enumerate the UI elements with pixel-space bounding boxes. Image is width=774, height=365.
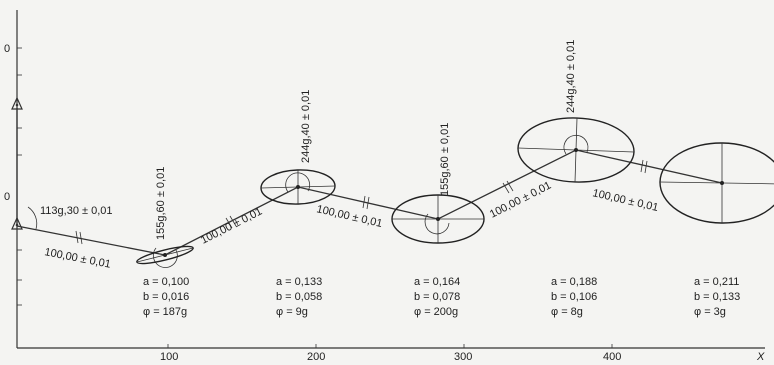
ellipse-stats-3: a = 0,164 b = 0,078 φ = 200g (414, 276, 460, 318)
ellipse-3-a: a = 0,164 (414, 276, 460, 288)
ellipse-4-phi: φ = 8g (551, 306, 583, 318)
ellipse-2-phi: φ = 9g (276, 306, 308, 318)
angle-arc-1 (27, 206, 38, 230)
ellipse-3 (391, 194, 485, 244)
distance-label-4: 100,00 ± 0,01 (488, 179, 553, 220)
ellipse-5-a: a = 0,211 (694, 276, 739, 288)
distance-label-3: 100,00 ± 0,01 (315, 203, 383, 230)
ellipse-stats-1: a = 0,100 b = 0,016 φ = 187g (143, 276, 189, 318)
ellipse-4-a: a = 0,188 (551, 276, 597, 288)
angle-arc-3 (285, 172, 311, 193)
ellipse-1-a: a = 0,100 (143, 276, 189, 288)
control-point-triangle-lower (11, 216, 23, 230)
ellipse-stats-2: a = 0,133 b = 0,058 φ = 9g (276, 276, 322, 318)
ellipse-1-phi: φ = 187g (143, 306, 187, 318)
angle-label-2: 155g,60 ± 0,01 (155, 167, 167, 240)
ellipse-2-a: a = 0,133 (276, 276, 322, 288)
x-tick-400: 400 (603, 351, 621, 363)
angle-label-5: 244g,40 ± 0,01 (565, 40, 577, 113)
ellipse-stats-5: a = 0,211 b = 0,133 φ = 3g (694, 276, 740, 318)
ellipse-4 (517, 117, 635, 183)
ellipse-5 (659, 142, 774, 224)
angle-label-1: 113g,30 ± 0,01 (40, 205, 113, 217)
ellipse-stats-4: a = 0,188 b = 0,106 φ = 8g (551, 276, 597, 318)
angle-label-4: 155g,60 ± 0,01 (439, 123, 451, 196)
segment-markers (75, 159, 648, 245)
x-tick-200: 200 (307, 351, 325, 363)
angle-arc-5 (563, 134, 589, 155)
ellipse-2-b: b = 0,058 (276, 291, 322, 303)
y-ticks: 0 0 (4, 43, 23, 306)
y-tick-middle: 0 (4, 191, 10, 203)
distance-label-2: 100,00 ± 0,01 (199, 205, 264, 246)
ellipse-1-b: b = 0,016 (143, 291, 189, 303)
y-tick-upper: 0 (4, 43, 10, 55)
ellipse-3-b: b = 0,078 (414, 291, 460, 303)
ellipse-1 (136, 245, 194, 265)
ellipse-4-b: b = 0,106 (551, 291, 597, 303)
distance-label-1: 100,00 ± 0,01 (43, 246, 111, 271)
ellipse-2 (260, 169, 336, 205)
x-tick-100: 100 (160, 351, 178, 363)
angle-label-3: 244g,40 ± 0,01 (300, 90, 312, 163)
ellipse-3-phi: φ = 200g (414, 306, 458, 318)
ellipse-5-phi: φ = 3g (694, 306, 726, 318)
x-tick-300: 300 (454, 351, 472, 363)
distance-label-5: 100,00 ± 0,01 (591, 187, 659, 214)
ellipse-5-b: b = 0,133 (694, 291, 740, 303)
x-ticks: 100 200 300 400 (160, 344, 621, 363)
x-axis-label: X (756, 351, 765, 363)
